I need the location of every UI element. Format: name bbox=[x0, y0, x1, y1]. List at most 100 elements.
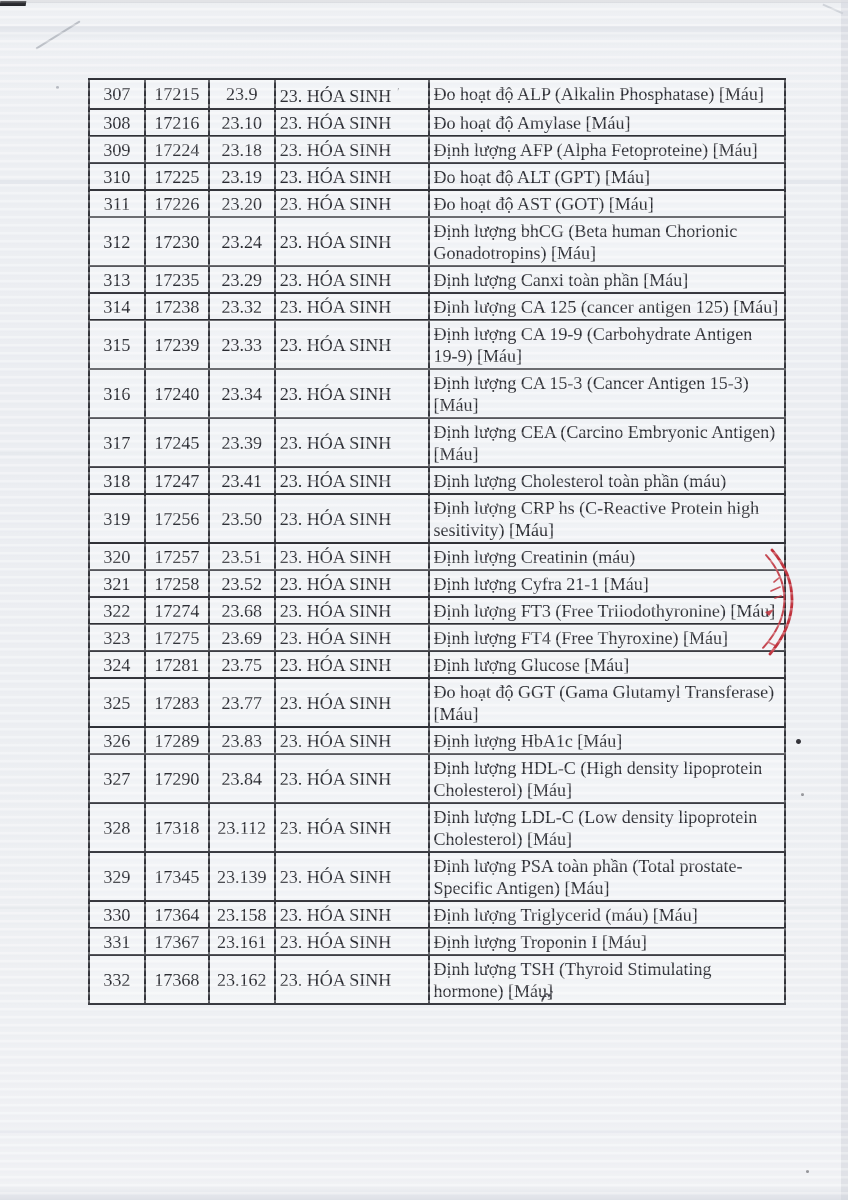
lab-test-table-body: 307 17215 23.9 23. HÓA SINH ʹ Đo hoạt độ ALP … bbox=[88, 78, 787, 1005]
table-row: 331 17367 23.161 23. HÓA SINH Định lượng Tro… bbox=[88, 927, 787, 956]
cell-code: 17275 bbox=[143, 623, 210, 652]
cell-subcode: 23.158 bbox=[207, 900, 276, 929]
pencil-dot-artifact bbox=[56, 86, 59, 89]
cell-code: 17256 bbox=[143, 493, 210, 544]
table-row: 313 17235 23.29 23. HÓA SINH Định lượng Canx… bbox=[88, 265, 787, 294]
cell-stt: 325 bbox=[88, 677, 146, 728]
cell-description: Định lượng FT4 (Free Thyroxine) [Máu] bbox=[427, 623, 787, 652]
scan-shadow-band bbox=[0, 26, 848, 39]
cell-subcode: 23.52 bbox=[207, 569, 276, 598]
cell-description: Đo hoạt độ ALT (GPT) [Máu] bbox=[427, 162, 787, 191]
cell-subcode: 23.39 bbox=[207, 417, 276, 468]
cell-description: Định lượng bhCG (Beta human Chorionic Go… bbox=[427, 216, 787, 267]
cell-group: 23. HÓA SINH bbox=[273, 569, 430, 598]
cell-code: 17289 bbox=[143, 726, 210, 755]
cell-subcode: 23.41 bbox=[207, 466, 276, 495]
cell-code: 17226 bbox=[143, 189, 210, 218]
cell-subcode: 23.10 bbox=[207, 108, 276, 137]
cell-description: Định lượng HDL-C (High density lipoprote… bbox=[427, 753, 787, 804]
cell-group: 23. HÓA SINH bbox=[273, 542, 430, 571]
cell-subcode: 23.68 bbox=[207, 596, 276, 625]
cell-code: 17225 bbox=[143, 162, 210, 191]
cell-stt: 322 bbox=[88, 596, 146, 625]
table-row: 309 17224 23.18 23. HÓA SINH Định lượng AFP … bbox=[88, 135, 787, 164]
table-row: 329 17345 23.139 23. HÓA SINH Định lượng PSA… bbox=[88, 851, 787, 902]
table-row: 317 17245 23.39 23. HÓA SINH Định lượng CEA … bbox=[88, 417, 787, 468]
table-row: 316 17240 23.34 23. HÓA SINH Định lượng CA 1… bbox=[88, 368, 787, 419]
table-row: 328 17318 23.112 23. HÓA SINH Định lượng LDL… bbox=[88, 802, 787, 853]
cell-group: 23. HÓA SINH bbox=[273, 265, 430, 294]
cell-description: Đo hoạt độ ALP (Alkalin Phosphatase) [Má… bbox=[427, 78, 787, 110]
cell-stt: 312 bbox=[88, 216, 146, 267]
cell-description: Định lượng FT3 (Free Triiodothyronine) [… bbox=[427, 596, 787, 625]
cell-group: 23. HÓA SINH ʹ bbox=[273, 78, 430, 110]
lab-test-table: 307 17215 23.9 23. HÓA SINH ʹ Đo hoạt độ ALP … bbox=[88, 78, 787, 1005]
table-row: 326 17289 23.83 23. HÓA SINH Định lượng HbA1… bbox=[88, 726, 787, 755]
scan-bottom-band bbox=[0, 1186, 848, 1200]
cell-group: 23. HÓA SINH bbox=[273, 726, 430, 755]
table-row: 308 17216 23.10 23. HÓA SINH Đo hoạt độ Amyl… bbox=[88, 108, 787, 137]
cell-description: Định lượng LDL-C (Low density lipoprotei… bbox=[427, 802, 787, 853]
ink-speck bbox=[796, 739, 801, 744]
cell-description: Định lượng TSH (Thyroid Stimulating horm… bbox=[427, 954, 787, 1005]
table-row: 318 17247 23.41 23. HÓA SINH Định lượng Chol… bbox=[88, 466, 787, 495]
cell-group: 23. HÓA SINH bbox=[273, 135, 430, 164]
table-row: 315 17239 23.33 23. HÓA SINH Định lượng CA 1… bbox=[88, 319, 787, 370]
cell-description: Định lượng Troponin I [Máu] bbox=[427, 927, 787, 956]
cell-subcode: 23.69 bbox=[207, 623, 276, 652]
cell-code: 17245 bbox=[143, 417, 210, 468]
cell-subcode: 23.32 bbox=[207, 292, 276, 321]
cell-code: 17239 bbox=[143, 319, 210, 370]
cell-subcode: 23.29 bbox=[207, 265, 276, 294]
cell-subcode: 23.162 bbox=[207, 954, 276, 1005]
cell-stt: 330 bbox=[88, 900, 146, 929]
cell-subcode: 23.112 bbox=[207, 802, 276, 853]
cell-code: 17367 bbox=[143, 927, 210, 956]
table-row: 312 17230 23.24 23. HÓA SINH Định lượng bhCG… bbox=[88, 216, 787, 267]
ink-speck bbox=[806, 1170, 809, 1173]
cell-group: 23. HÓA SINH bbox=[273, 493, 430, 544]
cell-stt: 307 bbox=[88, 78, 146, 110]
cell-code: 17368 bbox=[143, 954, 210, 1005]
table-row: 321 17258 23.52 23. HÓA SINH Định lượng Cyfr… bbox=[88, 569, 787, 598]
cell-stt: 311 bbox=[88, 189, 146, 218]
cell-code: 17364 bbox=[143, 900, 210, 929]
cell-stt: 313 bbox=[88, 265, 146, 294]
scan-top-edge bbox=[0, 0, 848, 3]
table-row: 323 17275 23.69 23. HÓA SINH Định lượng FT4 … bbox=[88, 623, 787, 652]
cell-stt: 319 bbox=[88, 493, 146, 544]
cell-subcode: 23.50 bbox=[207, 493, 276, 544]
scan-streak bbox=[0, 1128, 848, 1133]
cell-stt: 323 bbox=[88, 623, 146, 652]
cell-group: 23. HÓA SINH bbox=[273, 623, 430, 652]
cell-subcode: 23.20 bbox=[207, 189, 276, 218]
cell-stt: 309 bbox=[88, 135, 146, 164]
table-row: 310 17225 23.19 23. HÓA SINH Đo hoạt độ ALT … bbox=[88, 162, 787, 191]
cell-subcode: 23.9 bbox=[207, 78, 276, 110]
cell-code: 17235 bbox=[143, 265, 210, 294]
cell-description: Định lượng Cyfra 21-1 [Máu] bbox=[427, 569, 787, 598]
cell-description: Định lượng Cholesterol toàn phần (máu) bbox=[427, 466, 787, 495]
cell-code: 17257 bbox=[143, 542, 210, 571]
red-stamp-arc-artifact bbox=[762, 548, 794, 656]
table-row: 319 17256 23.50 23. HÓA SINH Định lượng CRP … bbox=[88, 493, 787, 544]
cell-description: Định lượng AFP (Alpha Fetoproteine) [Máu… bbox=[427, 135, 787, 164]
cell-group: 23. HÓA SINH bbox=[273, 650, 430, 679]
table-row: 311 17226 23.20 23. HÓA SINH Đo hoạt độ AST … bbox=[88, 189, 787, 218]
cell-description: Định lượng CRP hs (C-Reactive Protein hi… bbox=[427, 493, 787, 544]
cell-group: 23. HÓA SINH bbox=[273, 927, 430, 956]
cell-description: Định lượng Glucose [Máu] bbox=[427, 650, 787, 679]
cell-subcode: 23.19 bbox=[207, 162, 276, 191]
cell-code: 17247 bbox=[143, 466, 210, 495]
cell-stt: 329 bbox=[88, 851, 146, 902]
cell-group: 23. HÓA SINH bbox=[273, 162, 430, 191]
cell-subcode: 23.139 bbox=[207, 851, 276, 902]
cell-group: 23. HÓA SINH bbox=[273, 802, 430, 853]
cell-stt: 324 bbox=[88, 650, 146, 679]
cell-stt: 320 bbox=[88, 542, 146, 571]
cell-code: 17216 bbox=[143, 108, 210, 137]
cell-code: 17224 bbox=[143, 135, 210, 164]
cell-group: 23. HÓA SINH bbox=[273, 417, 430, 468]
cell-subcode: 23.51 bbox=[207, 542, 276, 571]
